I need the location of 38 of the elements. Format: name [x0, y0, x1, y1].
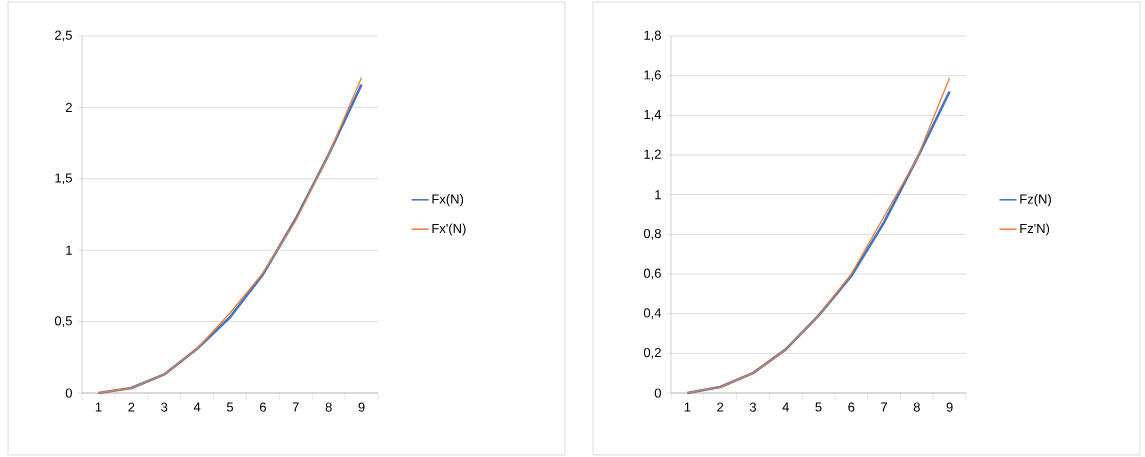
y-tick-label: 2: [65, 102, 72, 112]
x-tick-label: 9: [358, 402, 365, 412]
x-tick-label: 6: [848, 402, 855, 412]
y-tick-label: 2,5: [55, 30, 72, 42]
y-tick-label: 1,2: [644, 149, 661, 161]
y-tick-label: 1,8: [644, 30, 661, 42]
x-tick-label: 4: [193, 402, 201, 412]
x-tick-label: 8: [913, 402, 920, 412]
x-tick-label: 8: [325, 402, 332, 412]
x-tick-label: 4: [782, 402, 789, 412]
x-tick-label: 6: [259, 402, 266, 412]
x-tick-label: 7: [292, 402, 299, 412]
y-tick-label: 0,4: [643, 308, 662, 320]
y-tick-label: 0,5: [54, 316, 72, 327]
y-tick-label: 1: [66, 245, 72, 255]
x-tick-label: 1: [95, 402, 102, 412]
legend-label: Fz(N): [1020, 194, 1051, 207]
y-tick-label: 1,5: [55, 173, 72, 185]
x-tick-label: 3: [161, 402, 168, 412]
y-tick-label: 1: [655, 190, 661, 200]
x-tick-label: 3: [749, 402, 756, 412]
legend-label: Fx'(N): [432, 223, 466, 236]
y-tick-label: 0: [65, 388, 72, 398]
x-tick-label: 2: [128, 402, 135, 412]
y-tick-label: 1,6: [644, 70, 661, 82]
y-tick-label: 0: [654, 388, 661, 398]
y-tick-label: 0,8: [643, 228, 661, 240]
x-tick-label: 7: [881, 402, 888, 412]
legend-label: Fz'N): [1020, 223, 1050, 236]
y-tick-label: 0,2: [643, 347, 661, 359]
x-tick-label: 5: [815, 402, 822, 412]
x-tick-label: 1: [684, 402, 691, 412]
y-tick-label: 0,6: [643, 268, 661, 280]
legend-label: Fx(N): [432, 194, 464, 207]
y-tick-label: 1,4: [644, 110, 662, 121]
x-tick-label: 2: [717, 402, 724, 412]
x-tick-label: 5: [226, 402, 234, 412]
x-tick-label: 9: [946, 402, 953, 412]
